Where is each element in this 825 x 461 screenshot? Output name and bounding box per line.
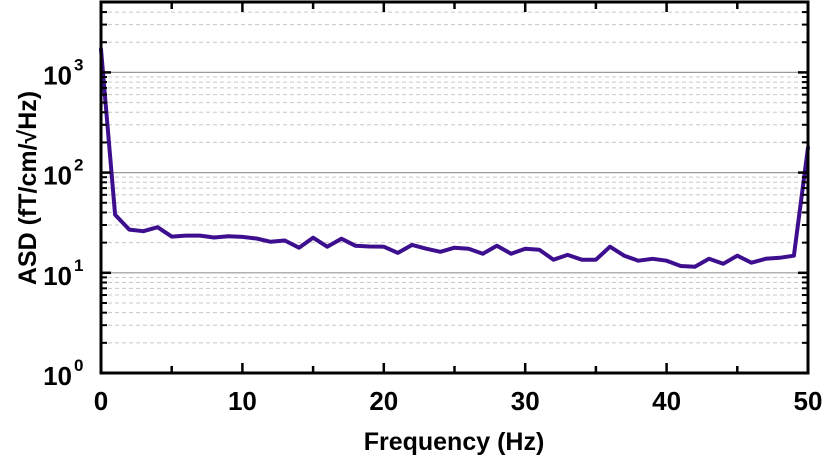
y-tick-label: 10 [43, 161, 72, 191]
x-tick-label: 20 [369, 386, 398, 416]
y-axis-title: ASD (fT/cm/√Hz) [14, 91, 42, 285]
x-tick-label: 40 [652, 386, 681, 416]
axis-ticks [99, 2, 810, 373]
asd-series-line [99, 47, 810, 269]
y-tick-exponent: 0 [74, 356, 83, 375]
y-tick-label: 10 [43, 60, 72, 90]
y-tick-exponent: 1 [74, 256, 83, 275]
x-tick-label: 10 [228, 386, 257, 416]
x-tick-label: 0 [94, 386, 108, 416]
y-tick-label: 10 [43, 361, 72, 391]
y-tick-exponent: 2 [74, 156, 83, 175]
grid-lines [101, 11, 808, 344]
y-tick-label: 10 [43, 261, 72, 291]
x-tick-label: 30 [511, 386, 540, 416]
plot-frame [99, 0, 810, 375]
y-tick-exponent: 3 [74, 55, 83, 74]
x-axis-title: Frequency (Hz) [364, 428, 545, 456]
x-tick-labels: 0 10 20 30 40 50 [94, 386, 823, 416]
x-tick-label: 50 [794, 386, 823, 416]
